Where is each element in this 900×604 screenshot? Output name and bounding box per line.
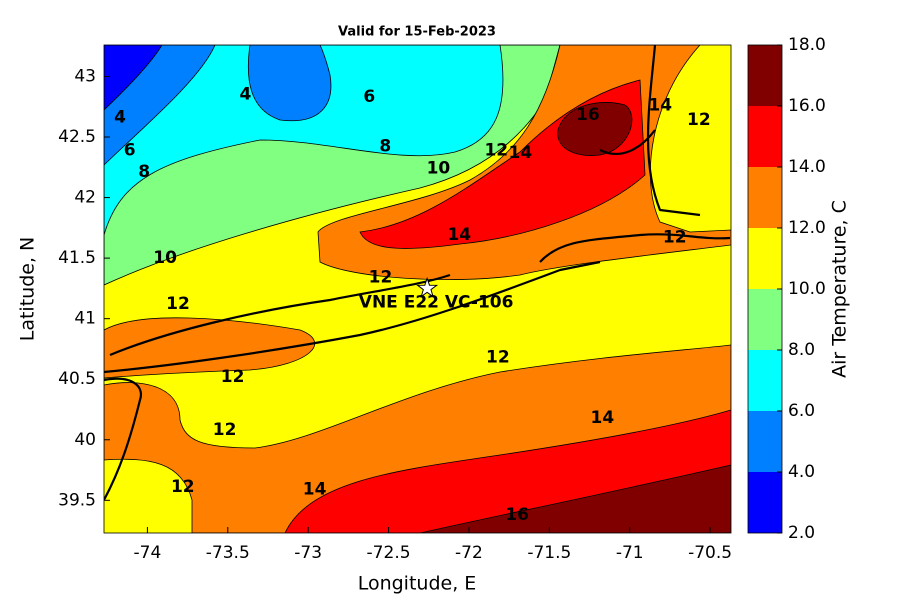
colorbar-band [748,45,782,106]
colorbar-band [748,106,782,167]
y-tick-label: 39.5 [58,490,96,510]
colorbar-band [748,167,782,228]
y-tick-label: 42.5 [58,127,96,147]
contour-label: 14 [303,479,327,499]
x-tick-label: -74 [134,543,162,563]
contour-label: 12 [213,420,237,440]
coastline [104,45,731,501]
colorbar-band [748,228,782,289]
colorbar-band [748,472,782,533]
contour-label: 10 [427,159,451,179]
contour-label: 12 [221,367,245,387]
x-tick-label: -70.5 [688,543,732,563]
contour-label: 6 [363,87,375,107]
field-6-8 [104,45,504,236]
contour-label: 4 [240,85,252,105]
colorbar-tick-label: 2.0 [788,523,815,543]
colorbar-tick-label: 6.0 [788,401,815,421]
contour-label: 14 [509,143,533,163]
x-tick-label: -71.5 [527,543,571,563]
contour-label: 12 [687,110,711,130]
contour-label: 12 [484,140,508,160]
contour-label: 8 [138,162,150,182]
colorbar-tick-label: 10.0 [788,279,826,299]
colorbar-tick-label: 8.0 [788,340,815,360]
x-tick-label: -73.5 [206,543,250,563]
y-tick-label: 40 [74,430,96,450]
y-tick-label: 41 [74,309,96,329]
colorbar-band [748,289,782,350]
station-label: VNE E22 VC-106 [359,292,514,312]
station-marker [416,276,439,298]
contour-label: 12 [171,477,195,497]
field-16-18 [419,464,731,533]
y-tick-label: 41.5 [58,248,96,268]
contour-label: 14 [447,225,471,245]
colorbar-tick-label: 12.0 [788,218,826,238]
x-axis-label: Longitude, E [358,573,477,595]
contour-label: 14 [591,408,615,428]
contour-label: 12 [166,294,190,314]
x-tick-label: -71 [616,543,644,563]
x-tick-label: -72.5 [367,543,411,563]
colorbar-band [748,411,782,472]
plot-frame [103,44,732,534]
colorbar-tick-label: 18.0 [788,35,826,55]
contour-label: 10 [153,248,177,268]
contour-label: 4 [114,108,126,128]
contour-label: 14 [648,96,672,116]
contour-label: 12 [663,228,687,248]
contour-label: 12 [369,267,393,287]
title: Valid for 15-Feb-2023 [338,25,496,40]
field-16-18 [557,102,633,156]
y-tick-label: 43 [74,66,96,86]
colorbar-tick-label: 16.0 [788,96,826,116]
contour-field [104,45,731,533]
field-4-6 [247,45,332,122]
contour-label: 12 [486,347,510,367]
x-tick-label: -72 [455,543,483,563]
colorbar-band [748,350,782,411]
colorbar-tick-label: 4.0 [788,462,815,482]
contour-label: 8 [379,137,391,157]
field-12-14 [104,317,315,379]
contour-label: 16 [576,105,600,125]
contour-label: 6 [124,140,136,160]
y-tick-label: 42 [74,188,96,208]
y-axis-label: Latitude, N [17,237,39,342]
x-tick-label: -73 [294,543,322,563]
contour-label: 16 [505,505,529,525]
colorbar-tick-label: 14.0 [788,157,826,177]
colorbar-label: Air Temperature, C [829,200,851,378]
y-tick-label: 40.5 [58,369,96,389]
